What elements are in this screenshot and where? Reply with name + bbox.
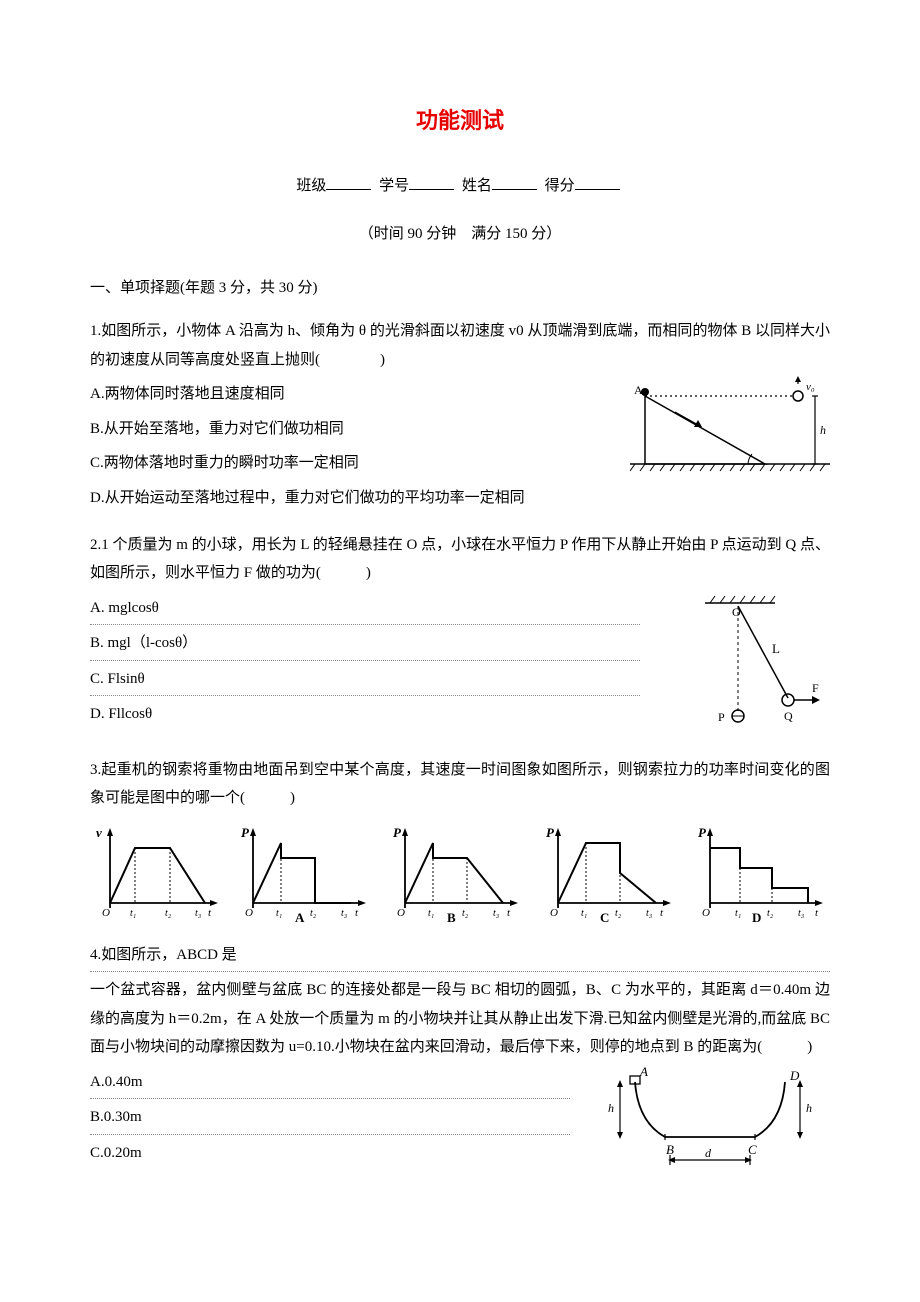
q1-option-c: C.两物体落地时重力的瞬时功率一定相同 <box>90 449 610 478</box>
id-label: 学号 <box>379 178 409 194</box>
q4-option-b: B.0.30m <box>90 1103 570 1135</box>
svg-text:t₃: t₃ <box>493 908 500 919</box>
q2-stem: 2.1 个质量为 m 的小球，用长为 L 的轻绳悬挂在 O 点，小球在水平恒力 … <box>90 531 830 588</box>
q2-label-f: F <box>812 681 819 695</box>
svg-text:t₂: t₂ <box>615 908 622 919</box>
q1-option-a: A.两物体同时落地且速度相同 <box>90 380 610 409</box>
q2-label-o: O <box>732 605 741 619</box>
q3-graph-d: P O t t₁ t₂ t₃ D <box>690 823 830 923</box>
q1-option-d: D.从开始运动至落地过程中，重力对它们做功的平均功率一定相同 <box>90 484 830 513</box>
q2-label-p: P <box>718 710 725 724</box>
svg-text:B: B <box>447 910 456 923</box>
q1-stem: 1.如图所示，小物体 A 沿高为 h、倾角为 θ 的光滑斜面以初速度 v0 从顶… <box>90 317 830 374</box>
svg-text:O: O <box>702 907 710 919</box>
page-title: 功能测试 <box>90 100 830 142</box>
q4-label-b: B <box>666 1142 674 1157</box>
svg-text:t: t <box>355 907 359 919</box>
svg-text:t₃: t₃ <box>341 908 348 919</box>
question-3: 3.起重机的钢索将重物由地面吊到空中某个高度，其速度一时间图象如图所示，则钢索拉… <box>90 756 830 923</box>
q4-label-d2: D <box>789 1068 800 1083</box>
q1-figure: v₀ A h <box>630 374 830 484</box>
svg-text:t₁: t₁ <box>735 908 741 919</box>
q4-label-a: A <box>639 1064 648 1079</box>
svg-text:D: D <box>752 910 761 923</box>
svg-text:t₁: t₁ <box>581 908 587 919</box>
svg-text:O: O <box>102 907 110 919</box>
q4-option-a: A.0.40m <box>90 1068 570 1100</box>
svg-text:O: O <box>245 907 253 919</box>
q1-label-a: A <box>634 383 643 397</box>
svg-text:t₂: t₂ <box>165 908 172 919</box>
svg-text:t₁: t₁ <box>130 908 136 919</box>
svg-text:t: t <box>815 907 819 919</box>
svg-text:t: t <box>208 907 212 919</box>
q2-option-d: D. Fllcosθ <box>90 700 640 729</box>
q2-figure: O L Q F P <box>660 588 830 738</box>
svg-text:P: P <box>393 825 402 840</box>
q2-option-c: C. Flsinθ <box>90 665 640 697</box>
q1-label-h: h <box>820 423 826 437</box>
q3-stem: 3.起重机的钢索将重物由地面吊到空中某个高度，其速度一时间图象如图所示，则钢索拉… <box>90 756 830 813</box>
svg-text:A: A <box>295 910 305 923</box>
score-label: 得分 <box>545 178 575 194</box>
meta-line: 班级 学号 姓名 得分 <box>90 172 830 201</box>
svg-text:t₃: t₃ <box>646 908 653 919</box>
q4-option-c: C.0.20m <box>90 1139 570 1168</box>
svg-text:t₃: t₃ <box>195 908 202 919</box>
q4-label-h-left: h <box>608 1101 614 1115</box>
q3-graph-a: P O t t₁ t₂ t₃ A <box>233 823 373 923</box>
svg-text:t: t <box>507 907 511 919</box>
svg-text:O: O <box>397 907 405 919</box>
q4-figure: A D B C h h <box>590 1062 830 1172</box>
svg-text:P: P <box>241 825 250 840</box>
svg-text:t: t <box>660 907 664 919</box>
q3-graph-vt: v O t t₁ t₂ t₃ <box>90 823 220 923</box>
svg-text:t₁: t₁ <box>428 908 434 919</box>
svg-text:C: C <box>600 910 609 923</box>
svg-text:v: v <box>96 825 102 840</box>
q4-label-c: C <box>748 1142 757 1157</box>
svg-text:t₁: t₁ <box>276 908 282 919</box>
q3-graphs-row: v O t t₁ t₂ t₃ P O t t₁ t₂ t₃ A <box>90 823 830 923</box>
q2-option-b: B. mgl（l-cosθ） <box>90 629 640 661</box>
q4-label-h-right: h <box>806 1101 812 1115</box>
section1-header: 一、单项择题(年题 3 分，共 30 分) <box>90 274 830 303</box>
q3-graph-b: P O t t₁ t₂ t₃ B <box>385 823 525 923</box>
svg-text:t₃: t₃ <box>798 908 805 919</box>
q1-option-b: B.从开始至落地，重力对它们做功相同 <box>90 415 610 444</box>
q2-label-q: Q <box>784 709 793 723</box>
class-label: 班级 <box>296 178 326 194</box>
q1-label-v0: v₀ <box>806 381 815 393</box>
svg-text:t₂: t₂ <box>310 908 317 919</box>
question-1: 1.如图所示，小物体 A 沿高为 h、倾角为 θ 的光滑斜面以初速度 v0 从顶… <box>90 317 830 513</box>
q2-option-a: A. mglcosθ <box>90 594 640 626</box>
time-line: （时间 90 分钟 满分 150 分） <box>90 220 830 249</box>
svg-text:t₂: t₂ <box>767 908 774 919</box>
question-2: 2.1 个质量为 m 的小球，用长为 L 的轻绳悬挂在 O 点，小球在水平恒力 … <box>90 531 830 738</box>
q3-graph-c: P O t t₁ t₂ t₃ C <box>538 823 678 923</box>
q4-stem: 一个盆式容器，盆内侧壁与盆底 BC 的连接处都是一段与 BC 相切的圆弧，B、C… <box>90 976 830 1062</box>
svg-text:t₂: t₂ <box>462 908 469 919</box>
svg-text:O: O <box>550 907 558 919</box>
question-4: 4.如图所示，ABCD 是 一个盆式容器，盆内侧壁与盆底 BC 的连接处都是一段… <box>90 941 830 1174</box>
svg-text:P: P <box>546 825 555 840</box>
svg-text:P: P <box>698 825 707 840</box>
q4-label-d: d <box>705 1146 712 1160</box>
q4-line1: 4.如图所示，ABCD 是 <box>90 941 830 973</box>
q2-label-l: L <box>772 641 780 656</box>
name-label: 姓名 <box>462 178 492 194</box>
